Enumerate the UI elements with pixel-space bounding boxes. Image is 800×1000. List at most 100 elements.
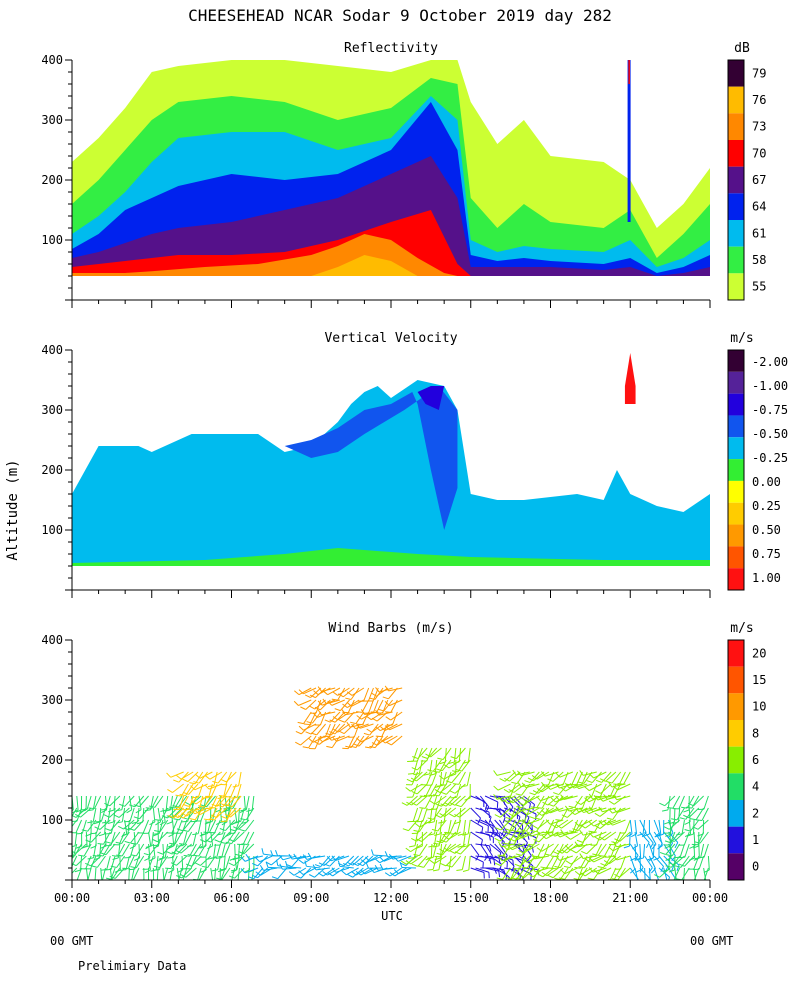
wind-barb-flag: [530, 829, 537, 833]
wind-barb-flag: [81, 829, 88, 832]
wind-barb: [616, 831, 626, 844]
wind-barb-flag: [555, 832, 561, 838]
wind-barb-flag: [185, 863, 192, 867]
colorbar-label: 8: [752, 726, 759, 740]
wind-barb-flag: [439, 848, 445, 853]
wind-barb-flag: [541, 871, 548, 877]
wind-barb: [576, 771, 583, 785]
wind-barb-flag: [180, 874, 187, 878]
wind-barb-flag: [189, 782, 196, 785]
wind-barb: [157, 807, 162, 822]
wind-barb: [593, 831, 607, 838]
wind-barb: [613, 867, 622, 880]
wind-barb-flag: [177, 815, 184, 819]
wind-barb: [479, 843, 489, 856]
colorbar-swatch: [728, 826, 744, 854]
wind-barb: [287, 866, 302, 869]
wind-barb-flag: [443, 835, 449, 840]
wind-barb: [489, 843, 502, 854]
wind-barb: [454, 795, 466, 806]
wind-barb-flag: [452, 770, 459, 773]
wind-barb-flag: [154, 830, 161, 833]
colorbar-swatch: [728, 640, 744, 667]
wind-barb: [376, 699, 384, 713]
wind-barb: [80, 855, 83, 870]
wind-barb-flag: [541, 834, 547, 840]
wind-barb: [526, 843, 540, 852]
wind-barb: [489, 855, 502, 865]
wind-barb: [198, 795, 204, 810]
wind-barb-flag: [240, 818, 247, 821]
wind-barb-flag: [659, 851, 666, 855]
wind-barb-flag: [200, 845, 207, 849]
wind-barb: [99, 819, 111, 830]
panel-title: Wind Barbs (m/s): [328, 621, 453, 636]
wind-barb-flag: [428, 845, 435, 848]
wind-barb-flag: [123, 882, 129, 884]
wind-barb: [499, 867, 510, 879]
wind-barb-flag: [322, 698, 327, 705]
wind-barb-flag: [687, 802, 694, 807]
wind-barb: [178, 795, 185, 810]
wind-barb: [72, 807, 78, 818]
wind-barb-flag: [687, 833, 694, 837]
wind-barb: [90, 855, 97, 870]
wind-barb-flag: [556, 824, 562, 829]
velocity-region-0: [72, 380, 710, 566]
wind-barb-flag: [493, 794, 498, 800]
wind-barb-flag: [221, 821, 228, 826]
wind-barb: [554, 831, 569, 837]
wind-barb: [173, 831, 178, 846]
wind-barb: [693, 831, 696, 847]
wind-barb-flag: [399, 861, 403, 868]
wind-barb-flag: [569, 810, 576, 815]
wind-barb-flag: [668, 869, 675, 873]
velocity-region-3: [72, 548, 710, 566]
wind-barb-flag: [547, 778, 554, 782]
wind-barb-flag: [526, 831, 532, 837]
wind-barb-flag: [224, 813, 231, 818]
wind-barb: [467, 747, 471, 762]
wind-barb-flag: [175, 849, 182, 854]
wind-barb: [185, 855, 193, 870]
wind-barb-flag: [629, 868, 636, 874]
wind-barb: [671, 843, 681, 857]
wind-barb-flag: [100, 845, 107, 849]
wind-barb-flag: [455, 804, 462, 808]
wind-barb: [699, 831, 709, 844]
colorbar-frame: [727, 349, 745, 591]
wind-barb-flag: [168, 833, 175, 838]
wind-barb-flag: [612, 854, 618, 861]
wind-barb: [549, 843, 559, 856]
wind-barb-flag: [148, 805, 155, 808]
wind-barb-flag: [594, 825, 601, 830]
wind-barb-flag: [100, 808, 107, 811]
wind-barb-flag: [431, 828, 438, 832]
wind-barb: [611, 771, 622, 784]
wind-barb-flag: [393, 856, 399, 862]
wind-barb: [445, 771, 452, 786]
wind-barb: [634, 843, 637, 859]
wind-barb-flag: [555, 855, 560, 861]
wind-barb: [339, 865, 354, 869]
wind-barb-flag: [533, 839, 540, 843]
wind-barb-flag: [592, 853, 599, 856]
wind-barb-flag: [125, 882, 131, 883]
wind-barb-flag: [534, 817, 541, 820]
wind-barb-flag: [647, 857, 654, 861]
wind-barb: [231, 795, 242, 808]
wind-barb: [282, 867, 297, 870]
velocity-region-2: [417, 386, 445, 410]
wind-barb: [180, 795, 189, 809]
wind-barb: [511, 807, 521, 820]
wind-barb: [223, 843, 231, 858]
wind-barb: [417, 807, 423, 822]
wind-barb: [151, 795, 159, 809]
wind-barb: [523, 843, 535, 854]
wind-barb-flag: [518, 802, 525, 806]
wind-barb-flag: [245, 853, 250, 860]
wind-barb: [447, 819, 452, 834]
wind-barb: [508, 867, 521, 877]
wind-barb-flag: [167, 788, 173, 793]
wind-barb: [467, 819, 471, 834]
